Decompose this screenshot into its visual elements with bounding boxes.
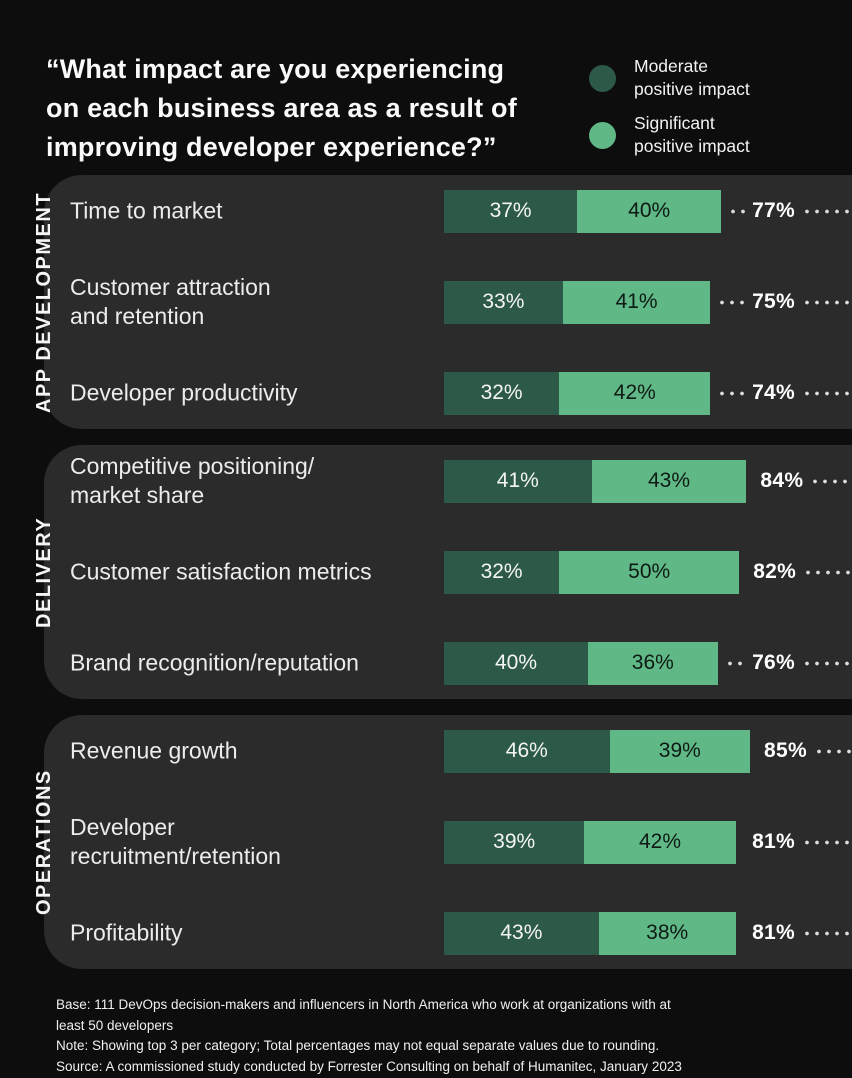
group-panel: DELIVERY Competitive positioning/ market …: [33, 445, 852, 699]
bar-segment-significant: 40%: [577, 189, 722, 233]
chart-groups: APP DEVELOPMENT Time to market 37% 40% 77% Cu…: [0, 175, 852, 985]
bar-segment-significant: 50%: [559, 550, 740, 594]
bar-segment-moderate: 39%: [444, 820, 585, 864]
row-label: Competitive positioning/ market share: [70, 453, 315, 508]
dotted-leader: [717, 390, 746, 396]
dotted-leader: [802, 660, 852, 666]
chart-row: Competitive positioning/ market share 41%…: [44, 453, 852, 508]
legend-item-label: Moderate positive impact: [634, 56, 750, 99]
chart-row: Brand recognition/reputation 40% 36% 76%: [44, 641, 852, 685]
row-label: Brand recognition/reputation: [70, 649, 359, 676]
moderate-swatch-circle-icon: [589, 64, 616, 92]
bar-area: 46% 39% 85%: [444, 729, 852, 773]
bar-area: 32% 42% 74%: [444, 371, 852, 415]
bar-segment-moderate: 43%: [444, 911, 599, 955]
dotted-leader: [802, 930, 852, 936]
footnotes: Base: 111 DevOps decision-makers and inf…: [56, 995, 796, 1077]
row-label: Developer recruitment/retention: [70, 814, 281, 869]
bar-area: 39% 42% 81%: [444, 820, 852, 864]
chart-row: Customer attraction and retention 33% 41% 7…: [44, 274, 852, 329]
bar-segment-moderate: 32%: [444, 550, 560, 594]
bar-segment-moderate: 46%: [444, 729, 610, 773]
dotted-leader: [803, 569, 852, 575]
survey-question-title: “What impact are you experiencing on eac…: [46, 54, 517, 162]
bar-segment-significant: 42%: [559, 371, 711, 415]
dotted-leader: [802, 839, 852, 845]
dotted-leader: [813, 748, 852, 754]
dotted-leader: [728, 208, 746, 214]
legend-item: Significant positive impact: [589, 112, 750, 158]
bar-segment-moderate: 32%: [444, 371, 560, 415]
bar-segment-moderate: 40%: [444, 641, 588, 685]
bar-area: 43% 38% 81%: [444, 911, 852, 955]
dotted-leader: [802, 390, 852, 396]
chart-row: Profitability 43% 38% 81%: [44, 911, 852, 955]
footnote-line: Note: Showing top 3 per category; Total …: [56, 1038, 660, 1053]
total-percentage: 81%: [752, 921, 795, 944]
total-percentage: 82%: [753, 560, 797, 583]
bar-segment-significant: 36%: [588, 641, 718, 685]
chart-row: Developer productivity 32% 42% 74%: [44, 371, 852, 415]
group-panel: APP DEVELOPMENT Time to market 37% 40% 77% Cu…: [33, 175, 852, 429]
dotted-leader: [742, 930, 746, 936]
dotted-leader: [802, 299, 852, 305]
footnote-line: Base: 111 DevOps decision-makers and inf…: [56, 997, 671, 1033]
dotted-leader: [742, 839, 746, 845]
legend-item: Moderate positive impact: [589, 55, 750, 101]
row-label: Customer attraction and retention: [70, 274, 271, 329]
bar-area: 40% 36% 76%: [444, 641, 852, 685]
total-percentage: 85%: [763, 739, 807, 762]
total-percentage: 77%: [752, 199, 795, 222]
bar-area: 33% 41% 75%: [444, 280, 852, 324]
row-label: Developer productivity: [70, 379, 298, 406]
footnote-line: Source: A commissioned study conducted b…: [56, 1058, 682, 1074]
row-label: Customer satisfaction metrics: [70, 558, 372, 585]
bar-segment-moderate: 37%: [444, 189, 578, 233]
row-label: Profitability: [70, 919, 183, 946]
dotted-leader: [802, 208, 852, 214]
bar-area: 37% 40% 77%: [444, 189, 852, 233]
legend: Moderate positive impact Significant posi…: [589, 55, 750, 158]
chart-row: Customer satisfaction metrics 32% 50% 82%: [44, 550, 852, 594]
chart-row: Developer recruitment/retention 39% 42% 81%: [44, 814, 852, 869]
total-percentage: 81%: [752, 830, 795, 853]
bar-area: 41% 43% 84%: [444, 459, 852, 503]
chart-row: Time to market 37% 40% 77%: [44, 189, 852, 233]
total-percentage: 76%: [752, 651, 795, 674]
legend-item-label: Significant positive impact: [634, 113, 750, 156]
bar-area: 32% 50% 82%: [444, 550, 852, 594]
total-percentage: 75%: [752, 290, 795, 313]
bar-segment-significant: 42%: [584, 820, 736, 864]
bar-segment-significant: 38%: [598, 911, 736, 955]
bar-segment-significant: 43%: [591, 459, 747, 503]
dotted-leader: [810, 478, 852, 484]
bar-segment-significant: 39%: [609, 729, 750, 773]
group-panel: OPERATIONS Revenue growth 46% 39% 85% Develop…: [33, 715, 852, 969]
row-label: Revenue growth: [70, 737, 238, 764]
bar-segment-significant: 41%: [562, 280, 711, 324]
significant-swatch-circle-icon: [589, 121, 616, 149]
bar-segment-moderate: 33%: [444, 280, 563, 324]
total-percentage: 84%: [760, 469, 804, 492]
dotted-leader: [724, 660, 746, 666]
bar-segment-moderate: 41%: [444, 459, 592, 503]
row-label: Time to market: [70, 197, 223, 224]
chart-row: Revenue growth 46% 39% 85%: [44, 729, 852, 773]
dotted-leader: [717, 299, 746, 305]
total-percentage: 74%: [752, 381, 795, 404]
